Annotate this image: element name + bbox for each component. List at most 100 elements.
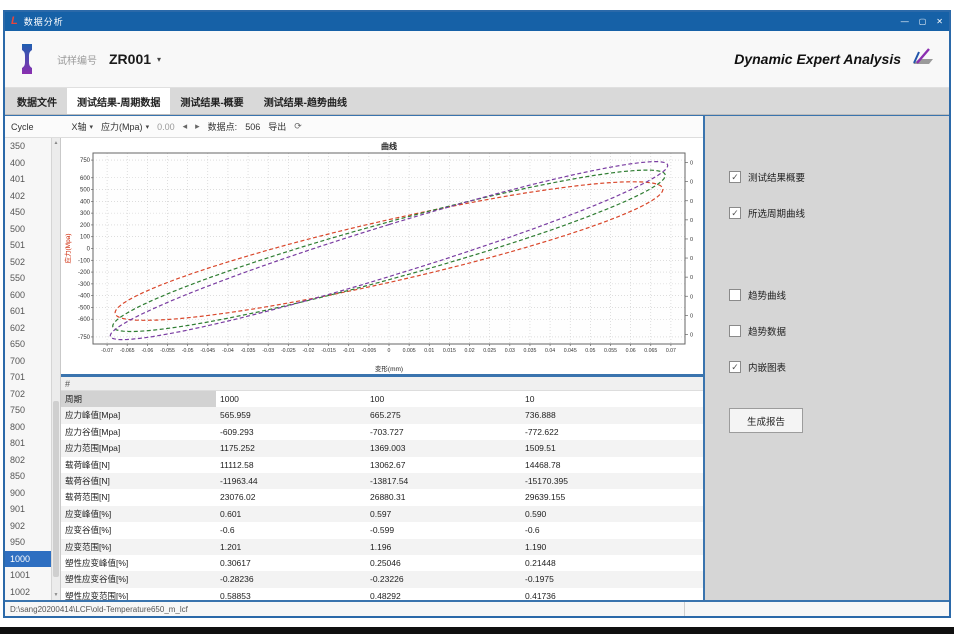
generate-report-button[interactable]: 生成报告 (729, 408, 803, 433)
table-row[interactable]: 应变范围[%] 1.201 1.196 1.190 (61, 538, 703, 555)
report-option-3[interactable]: 趋势数据 (729, 324, 949, 338)
cycle-list-item[interactable]: 550 (10, 273, 26, 283)
refresh-icon[interactable]: ⟳ (294, 121, 302, 131)
table-row[interactable]: 应变谷值[%] -0.6 -0.599 -0.6 (61, 522, 703, 538)
table-row[interactable]: 载荷谷值[N] -11963.44 -13817.54 -15170.395 (61, 472, 703, 490)
cycle-list-item[interactable]: 802 (10, 454, 26, 465)
table-row[interactable]: 应力谷值[Mpa] -609.293 -703.727 -772.622 (61, 424, 703, 440)
table-row[interactable]: 塑性应变峰值[%] 0.30617 0.25046 0.21448 (61, 555, 703, 571)
svg-text:-600: -600 (78, 317, 91, 323)
checkbox-icon[interactable] (729, 325, 741, 337)
cycle-list-item[interactable]: 450 (10, 207, 26, 217)
y-axis-dropdown[interactable]: 应力(Mpa) ▾ (101, 122, 150, 132)
scroll-up-icon[interactable]: ▲ (53, 140, 59, 146)
row-label: 应力谷值[Mpa] (65, 426, 121, 437)
svg-text:0: 0 (690, 275, 693, 281)
cycle-list-item[interactable]: 602 (10, 322, 26, 333)
cycle-list-item[interactable]: 700 (10, 355, 26, 366)
report-option-0[interactable]: ✓ 测试结果概要 (729, 170, 949, 184)
cycle-list-item[interactable]: 650 (10, 339, 26, 349)
svg-text:-750: -750 (78, 335, 91, 341)
prev-arrow-icon[interactable]: ◂ (182, 121, 188, 131)
cycle-list-item[interactable]: 1000 (5, 550, 51, 567)
header-bar: 试样编号 ZR001 ▾ Dynamic Expert Analysis (5, 31, 949, 88)
row-value: 26880.31 (370, 492, 406, 503)
close-button[interactable]: ✕ (936, 16, 943, 26)
value-field[interactable]: 0.00 (157, 121, 175, 132)
cycle-axis-label: Cycle (11, 121, 34, 132)
scroll-down-icon[interactable]: ▼ (53, 592, 59, 598)
cycle-list-item[interactable]: 901 (10, 504, 26, 514)
cycle-list-item[interactable]: 502 (10, 256, 26, 267)
minimize-button[interactable]: — (900, 16, 909, 26)
cycle-list-item[interactable]: 401 (10, 174, 26, 184)
row-value: -609.293 (220, 426, 254, 437)
cycle-list-item[interactable]: 601 (10, 306, 26, 316)
cycle-list-item[interactable]: 500 (10, 223, 26, 234)
row-value: 11112.58 (220, 459, 254, 470)
table-row[interactable]: 应力峰值[Mpa] 565.959 665.275 736.888 (61, 407, 703, 424)
next-arrow-icon[interactable]: ▸ (195, 121, 200, 131)
scrollbar-thumb[interactable] (53, 401, 59, 577)
cycle-list-item[interactable]: 800 (10, 421, 26, 432)
report-options-panel: ✓ 测试结果概要 ✓ 所选周期曲线 趋势曲线趋势数据 ✓ 内嵌图表 生成报告 (705, 116, 949, 600)
cycle-list-item[interactable]: 400 (10, 157, 26, 168)
row-label: 载荷范围[N] (65, 492, 110, 503)
cycle-list-item[interactable]: 701 (10, 372, 26, 382)
svg-text:-100: -100 (78, 258, 91, 264)
svg-text:-0.01: -0.01 (343, 348, 355, 354)
tab-2[interactable]: 测试结果-概要 (180, 97, 244, 109)
cycle-list-item[interactable]: 1001 (10, 570, 31, 580)
table-row[interactable]: 应变峰值[%] 0.601 0.597 0.590 (61, 505, 703, 523)
maximize-button[interactable]: ▢ (918, 16, 927, 26)
svg-text:0.04: 0.04 (545, 348, 555, 354)
tab-1[interactable]: 测试结果-周期数据 (67, 88, 171, 114)
export-button[interactable]: 导出 (268, 122, 287, 132)
cycle-list-item[interactable]: 402 (10, 190, 26, 201)
horizontal-splitter[interactable] (61, 374, 703, 377)
svg-text:600: 600 (80, 176, 91, 182)
checkbox-icon[interactable]: ✓ (729, 361, 741, 373)
cycle-list-item[interactable]: 350 (10, 141, 26, 151)
cycle-list-scrollbar[interactable]: ▲ ▼ (51, 138, 60, 600)
checkbox-list: ✓ 测试结果概要 ✓ 所选周期曲线 趋势曲线趋势数据 ✓ 内嵌图表 (729, 170, 949, 374)
checkbox-icon[interactable] (729, 289, 741, 301)
cycle-list-item[interactable]: 850 (10, 471, 26, 481)
table-row[interactable]: 载荷范围[N] 23076.02 26880.31 29639.155 (61, 489, 703, 505)
tab-3[interactable]: 测试结果-趋势曲线 (263, 97, 348, 109)
table-row[interactable]: 周期 1000 100 10 (61, 391, 703, 408)
table-row[interactable]: 应力范围[Mpa] 1175.252 1369.003 1509.51 (61, 440, 703, 457)
cycle-list-item[interactable]: 902 (10, 520, 26, 531)
cycle-chart-svg: -0.07 -0.065 -0.06 -0.055 -0.05 -0.045 -0.04 -0… (63, 141, 693, 373)
sample-id-value[interactable]: ZR001 (109, 51, 152, 67)
svg-text:750: 750 (80, 158, 91, 164)
checkbox-icon[interactable]: ✓ (729, 171, 741, 183)
row-value: 1.201 (220, 541, 242, 552)
cycle-list-item[interactable]: 801 (10, 438, 26, 448)
checkbox-icon[interactable]: ✓ (729, 207, 741, 219)
table-row[interactable]: 载荷峰值[N] 11112.58 13062.67 14468.78 (61, 457, 703, 473)
cycle-list-item[interactable]: 702 (10, 388, 26, 399)
row-value: 13062.67 (370, 459, 406, 470)
table-row[interactable]: 塑性应变范围[%] 0.58853 0.48292 0.41736 (61, 588, 703, 600)
table-row[interactable]: 塑性应变谷值[%] -0.28236 -0.23226 -0.1975 (61, 571, 703, 588)
report-option-1[interactable]: ✓ 所选周期曲线 (729, 206, 949, 220)
cycle-list-item[interactable]: 501 (10, 240, 26, 250)
sample-dropdown-icon[interactable]: ▾ (157, 54, 162, 64)
x-axis-dropdown[interactable]: X轴 ▾ (71, 122, 94, 132)
report-option-4[interactable]: ✓ 内嵌图表 (729, 360, 949, 374)
svg-text:-0.045: -0.045 (200, 348, 215, 354)
cycle-list-item[interactable]: 1002 (10, 586, 31, 597)
cycle-list-item[interactable]: 950 (10, 537, 26, 547)
row-value: -703.727 (370, 426, 404, 437)
svg-text:0: 0 (690, 256, 693, 262)
cycle-list-item[interactable]: 900 (10, 487, 26, 498)
row-value: 0.58853 (220, 590, 251, 600)
cycle-list-item[interactable]: 750 (10, 405, 26, 415)
row-value: -772.622 (525, 426, 559, 437)
svg-text:0.025: 0.025 (483, 348, 496, 354)
report-option-2[interactable]: 趋势曲线 (729, 288, 949, 302)
svg-text:-0.07: -0.07 (101, 348, 113, 354)
cycle-list-item[interactable]: 600 (10, 289, 26, 300)
tab-0[interactable]: 数据文件 (17, 97, 57, 109)
